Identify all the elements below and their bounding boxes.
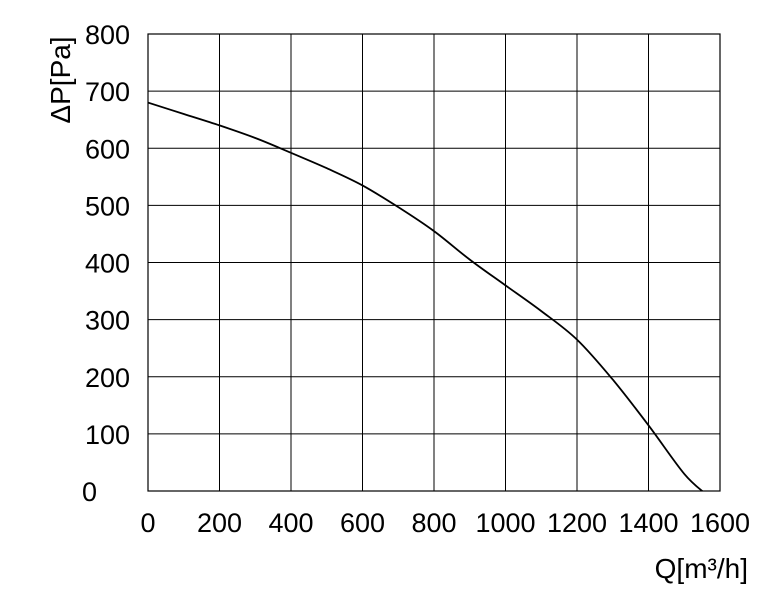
pressure-flow-curve <box>148 101 704 491</box>
grid-lines <box>147 33 721 492</box>
y-tick-label: 600 <box>85 134 130 164</box>
y-axis-label: ΔP[Pa] <box>45 36 76 123</box>
x-tick-label: 200 <box>197 508 242 538</box>
y-tick-label: 100 <box>85 420 130 450</box>
x-tick-label: 600 <box>340 508 385 538</box>
y-tick-label: 800 <box>85 20 130 50</box>
y-tick-label: 500 <box>85 191 130 221</box>
x-tick-label: 1400 <box>618 508 678 538</box>
y-tick-label: 200 <box>85 363 130 393</box>
y-tick-label: 400 <box>85 249 130 279</box>
y-tick-labels: 0 100 200 300 400 500 600 700 800 <box>82 20 130 507</box>
x-tick-label: 400 <box>268 508 313 538</box>
x-tick-labels: 0 200 400 600 800 1000 1200 1400 1600 <box>140 508 750 538</box>
plot-frame <box>147 33 721 492</box>
x-tick-label: 1600 <box>690 508 750 538</box>
x-tick-label: 0 <box>140 508 155 538</box>
y-tick-label: 0 <box>82 477 97 507</box>
x-tick-label: 1000 <box>475 508 535 538</box>
x-tick-label: 800 <box>411 508 456 538</box>
x-axis-label: Q[m³/h] <box>655 553 748 584</box>
y-tick-label: 700 <box>85 77 130 107</box>
y-tick-label: 300 <box>85 306 130 336</box>
x-tick-label: 1200 <box>547 508 607 538</box>
